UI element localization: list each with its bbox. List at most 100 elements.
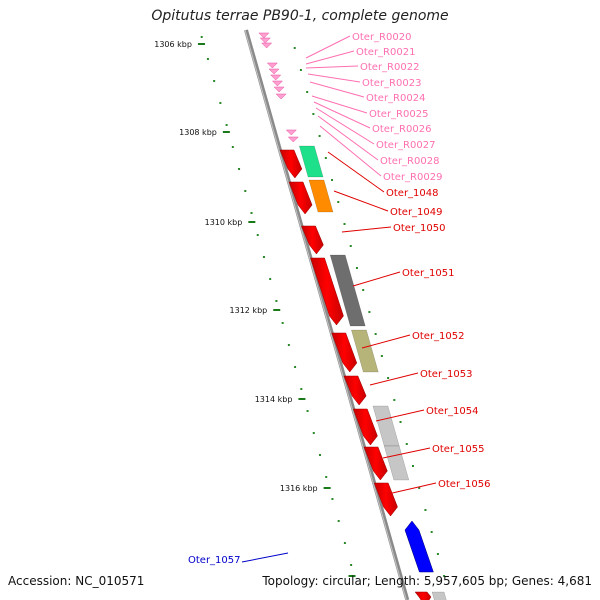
label-leader — [369, 372, 419, 386]
label-leader — [361, 334, 411, 349]
gc-dot-right — [324, 157, 327, 159]
gc-dot-left — [294, 366, 297, 368]
backbone — [244, 29, 410, 600]
gene-label-oter_1049: Oter_1049 — [390, 207, 443, 218]
gene-label-oter_r0024: Oter_R0024 — [366, 93, 425, 104]
label-leader — [311, 95, 368, 114]
gc-dot-left — [219, 102, 222, 104]
gc-dot-left — [312, 432, 315, 434]
gc-dot-left — [244, 190, 247, 192]
gc-dot-left — [213, 80, 216, 82]
scale-tick-label: 1310 kbp — [205, 218, 243, 227]
gene-label-oter_r0022: Oter_R0022 — [360, 62, 419, 73]
backbone-line — [244, 29, 410, 600]
gc-dot-right — [337, 201, 340, 203]
label-leader — [307, 73, 361, 83]
gc-dot-left — [337, 520, 340, 522]
rrna-feature — [275, 93, 287, 100]
label-leader — [305, 35, 351, 59]
label-leader — [382, 447, 431, 459]
cog-feature-next — [431, 591, 447, 600]
label-leader — [317, 115, 379, 161]
cds-feature-oter_1050 — [301, 225, 324, 255]
gc-dot-right — [393, 399, 396, 401]
cog-feature-oter_1048 — [298, 145, 324, 178]
cds-feature-oter-1057 — [404, 520, 434, 573]
gc-dot-right — [424, 509, 427, 511]
cog-feature-oter_1051 — [329, 254, 366, 327]
gc-dot-left — [300, 388, 303, 390]
gc-dot-right — [430, 531, 433, 533]
gc-dot-right — [293, 47, 296, 49]
label-leader — [305, 65, 359, 69]
cds-feature-oter_1053 — [343, 375, 367, 406]
rrna-feature — [261, 42, 273, 49]
gene-label-oter_r0021: Oter_R0021 — [356, 47, 415, 58]
cds-feature-oter_1055 — [363, 446, 388, 481]
cds-feature-oter_1054 — [352, 408, 378, 446]
gene-label-oter_1051: Oter_1051 — [402, 268, 455, 279]
rrna-feature — [259, 37, 271, 44]
cog-feature-oter_1049 — [308, 179, 334, 213]
cds-feature-oter_1048 — [279, 149, 303, 179]
label-leader — [333, 190, 389, 212]
rrna-feature — [270, 74, 282, 81]
gene-label-oter_r0027: Oter_R0027 — [376, 140, 435, 151]
gc-dot-right — [374, 333, 377, 335]
gc-dot-right — [312, 113, 315, 115]
label-leader — [309, 81, 365, 98]
gc-dot-left — [318, 454, 321, 456]
gc-dots — [200, 36, 446, 577]
scale-tick-label: 1306 kbp — [154, 40, 192, 49]
gene-label-oter_r0029: Oter_R0029 — [383, 172, 442, 183]
gc-dot-right — [387, 377, 390, 379]
gene-label-oter_r0023: Oter_R0023 — [362, 78, 421, 89]
rrna-feature — [258, 32, 270, 39]
gc-dot-right — [380, 355, 383, 357]
gc-dot-left — [256, 234, 259, 236]
cds-feature-next — [414, 591, 432, 600]
cds-feature-oter_1056 — [373, 482, 398, 517]
gc-dot-right — [299, 69, 302, 71]
gc-dot-right — [436, 553, 439, 555]
backbone-highlight — [244, 29, 407, 600]
gc-dot-left — [275, 300, 278, 302]
scale-tick-label: 1316 kbp — [280, 484, 318, 493]
label-leader — [241, 552, 289, 563]
gc-dot-right — [331, 179, 334, 181]
gc-dot-right — [343, 223, 346, 225]
gc-dot-left — [287, 344, 290, 346]
label-leader — [319, 125, 382, 177]
cog-feature-oter_1054 — [372, 405, 400, 447]
cog-feature-oter_1055 — [383, 445, 410, 481]
scale-ticks: 1306 kbp 1308 kbp 1310 kbp 1312 kbp 1314 kbp… — [154, 40, 356, 577]
gc-dot-right — [318, 135, 321, 137]
gc-dot-left — [306, 410, 309, 412]
cds-feature-oter_1049 — [288, 181, 313, 215]
rrna-feature — [287, 136, 299, 143]
cds-feature-oter_1051 — [310, 257, 344, 326]
cds-feature-oter_1052 — [331, 332, 358, 373]
gc-dot-left — [331, 498, 334, 500]
gene-label-oter_1054: Oter_1054 — [426, 406, 479, 417]
gene-label-oter_r0028: Oter_R0028 — [380, 156, 439, 167]
gene-label-oter_1056: Oter_1056 — [438, 479, 491, 490]
label-leader — [341, 226, 392, 233]
label-leader — [327, 151, 385, 193]
gc-dot-right — [418, 487, 421, 489]
rrna-feature — [271, 80, 284, 87]
gc-dot-left — [325, 476, 328, 478]
gc-dot-left — [238, 168, 241, 170]
accession-text: Accession: NC_010571 — [8, 574, 145, 588]
label-leader — [315, 107, 375, 145]
label-leader — [387, 482, 437, 495]
gene-label-oter_r0026: Oter_R0026 — [372, 124, 431, 135]
gene-label-oter_r0025: Oter_R0025 — [369, 109, 428, 120]
gene-label-oter_1048: Oter_1048 — [386, 188, 439, 199]
rrna-feature — [268, 68, 280, 75]
label-leader — [305, 50, 355, 65]
cog-feature-oter_1052 — [351, 329, 379, 373]
gene-label-oter_1055: Oter_1055 — [432, 444, 485, 455]
label-leader — [352, 271, 401, 287]
